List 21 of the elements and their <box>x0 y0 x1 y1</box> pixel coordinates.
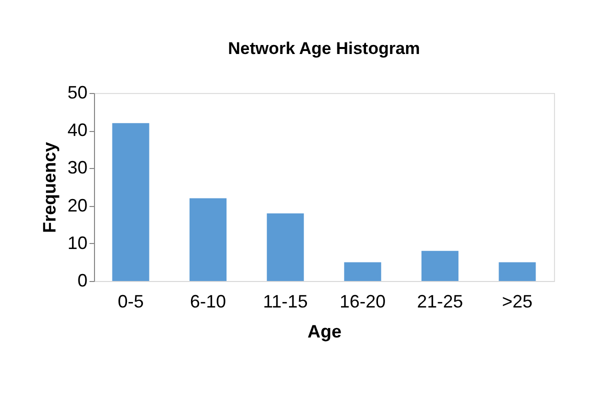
y-tick-label: 30 <box>67 158 88 178</box>
x-axis-title: Age <box>307 322 342 342</box>
y-tick-label: 10 <box>67 232 88 253</box>
y-tick-label: 0 <box>77 270 88 290</box>
bar <box>421 250 458 281</box>
y-tick-label: 40 <box>67 120 88 140</box>
bar <box>266 213 304 281</box>
x-tick-label: 0-5 <box>118 292 144 312</box>
y-tick-label: 50 <box>67 82 88 102</box>
bar <box>112 123 150 281</box>
bar <box>498 262 536 281</box>
x-tick-label: 16-20 <box>340 292 386 312</box>
chart-title: Network Age Histogram <box>228 39 420 58</box>
x-tick-label: 6-10 <box>190 292 226 312</box>
y-tick-label: 20 <box>67 195 88 216</box>
bar <box>344 262 382 281</box>
x-tick-label: 11-15 <box>262 292 308 312</box>
x-tick-label: >25 <box>502 292 533 312</box>
y-axis-title: Frequency <box>39 142 60 234</box>
x-tick-label: 21-25 <box>416 292 463 312</box>
bar <box>190 198 227 281</box>
